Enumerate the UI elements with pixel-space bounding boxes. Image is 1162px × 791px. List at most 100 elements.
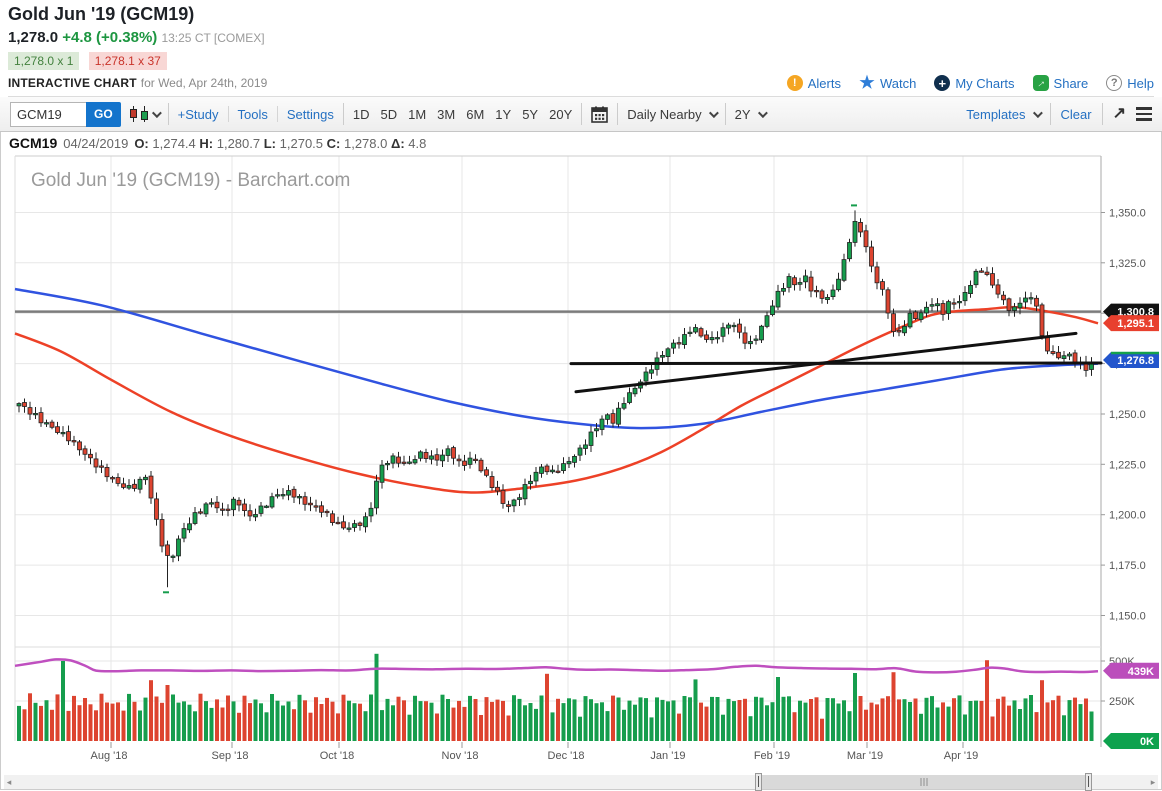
tools-link[interactable]: Tools xyxy=(237,106,268,122)
symbol-title: Gold Jun '19 (GCM19) xyxy=(8,4,195,24)
range-dropdown[interactable]: 2Y xyxy=(734,106,768,122)
chevron-down-icon xyxy=(1032,107,1043,118)
popout-icon[interactable]: ↗ xyxy=(1112,105,1126,122)
signal-marker xyxy=(851,204,857,207)
ohlc-values: O: 1,274.4 H: 1,280.7 L: 1,270.5 C: 1,27… xyxy=(134,135,427,151)
svg-text:1,250.0: 1,250.0 xyxy=(1109,409,1146,421)
period-20y[interactable]: 20Y xyxy=(549,106,573,122)
ohlc-date: 04/24/2019 xyxy=(63,135,129,151)
time-axis-labels: Aug '18 Sep '18 Oct '18 Nov '18 Dec '18 Jan '… xyxy=(91,742,979,762)
scroll-handle-left[interactable] xyxy=(755,773,762,791)
svg-text:439K: 439K xyxy=(1128,666,1154,678)
study-link[interactable]: +Study xyxy=(177,106,219,122)
plus-circle-icon: + xyxy=(934,75,951,91)
page-header: Gold Jun '19 (GCM19) 1,278.0 +4.8 (+0.38… xyxy=(0,0,1162,97)
svg-text:1,276.8: 1,276.8 xyxy=(1117,355,1154,367)
chevron-down-icon xyxy=(757,107,768,118)
header-links: ! Alerts ★ Watch + My Charts → Share ? Help xyxy=(786,73,1154,92)
chart-scrollbar: ◂ ▸ xyxy=(1,772,1161,791)
svg-text:Jan '19: Jan '19 xyxy=(650,750,685,762)
help-link[interactable]: ? Help xyxy=(1106,75,1154,91)
ohlc-bar: GCM19 04/24/2019 O: 1,274.4 H: 1,280.7 L… xyxy=(1,132,1161,154)
alert-icon: ! xyxy=(786,75,803,91)
volume-bars xyxy=(17,653,1094,741)
scroll-right-arrow[interactable]: ▸ xyxy=(1150,776,1156,787)
last-price: 1,278.0 xyxy=(8,29,59,46)
scroll-grip xyxy=(920,778,927,786)
svg-text:1,325.0: 1,325.0 xyxy=(1109,258,1146,270)
ma-red-line xyxy=(14,305,1099,494)
candlesticks xyxy=(16,210,1094,588)
header-divider xyxy=(8,96,1154,97)
chart-panel: GCM19 04/24/2019 O: 1,274.4 H: 1,280.7 L… xyxy=(0,132,1162,791)
page-date: for Wed, Apr 24th, 2019 xyxy=(140,76,268,90)
svg-text:250K: 250K xyxy=(1109,696,1135,708)
range-value: 2Y xyxy=(734,106,751,122)
calendar-icon[interactable] xyxy=(591,106,609,123)
svg-text:Nov '18: Nov '18 xyxy=(442,750,479,762)
star-icon: ★ xyxy=(859,73,875,92)
watch-link[interactable]: ★ Watch xyxy=(859,73,917,92)
clear-button[interactable]: Clear xyxy=(1060,106,1092,122)
period-1y[interactable]: 1Y xyxy=(495,106,512,122)
chart-toolbar: GO +Study Tools Settings 1D 5D 1M 3M 6M 1Y 5Y 2… xyxy=(0,97,1162,132)
svg-text:Feb '19: Feb '19 xyxy=(754,750,790,762)
svg-text:Oct '18: Oct '18 xyxy=(320,750,355,762)
svg-text:Dec '18: Dec '18 xyxy=(548,750,585,762)
share-icon: → xyxy=(1032,74,1049,92)
templates-dropdown[interactable]: Templates xyxy=(966,106,1043,122)
chart-watermark: Gold Jun '19 (GCM19) - Barchart.com xyxy=(31,170,350,191)
chevron-down-icon xyxy=(708,107,719,118)
svg-text:1,225.0: 1,225.0 xyxy=(1109,459,1146,471)
page-type-label: INTERACTIVE CHART xyxy=(8,76,137,90)
svg-text:1,150.0: 1,150.0 xyxy=(1109,611,1146,623)
period-1d[interactable]: 1D xyxy=(352,106,370,122)
share-link[interactable]: → Share xyxy=(1032,74,1089,92)
svg-text:1,295.1: 1,295.1 xyxy=(1117,318,1154,330)
period-5d[interactable]: 5D xyxy=(380,106,398,122)
period-1m[interactable]: 1M xyxy=(408,106,427,122)
scroll-left-arrow[interactable]: ◂ xyxy=(6,776,12,787)
svg-text:Mar '19: Mar '19 xyxy=(847,750,883,762)
svg-text:1,200.0: 1,200.0 xyxy=(1109,510,1146,522)
period-5y[interactable]: 5Y xyxy=(522,106,539,122)
trendline[interactable] xyxy=(569,361,1103,366)
svg-text:1,350.0: 1,350.0 xyxy=(1109,208,1146,220)
ohlc-symbol: GCM19 xyxy=(9,135,58,151)
chart-type-button[interactable] xyxy=(129,106,162,122)
quote-line: 1,278.0 +4.8 (+0.38%) 13:25 CT [COMEX] xyxy=(8,28,1154,48)
signal-marker xyxy=(163,591,169,594)
price-change: +4.8 (+0.38%) xyxy=(62,29,158,46)
scrollbar-thumb[interactable] xyxy=(755,773,1092,791)
frequency-value: Daily Nearby xyxy=(627,106,702,122)
grid-lines xyxy=(14,155,1102,747)
price-chart[interactable]: Gold Jun '19 (GCM19) - Barchart.com 1,350… xyxy=(1,154,1161,766)
open-interest-line xyxy=(14,658,1099,674)
quote-time: 13:25 CT [COMEX] xyxy=(161,31,265,45)
bid-badge: 1,278.0 x 1 xyxy=(8,52,80,70)
ask-badge: 1,278.1 x 37 xyxy=(88,52,167,70)
go-button[interactable]: GO xyxy=(86,101,121,127)
period-buttons: 1D 5D 1M 3M 6M 1Y 5Y 20Y xyxy=(353,107,572,122)
settings-link[interactable]: Settings xyxy=(286,106,334,122)
period-3m[interactable]: 3M xyxy=(437,106,456,122)
svg-text:1,175.0: 1,175.0 xyxy=(1109,560,1146,572)
candlestick-icon xyxy=(129,106,137,122)
bid-ask-row: 1,278.0 x 1 1,278.1 x 37 xyxy=(8,52,1154,70)
scroll-handle-right[interactable] xyxy=(1085,773,1092,791)
period-6m[interactable]: 6M xyxy=(466,106,485,122)
my-charts-link[interactable]: + My Charts xyxy=(934,75,1015,91)
symbol-input[interactable] xyxy=(10,101,86,127)
hamburger-menu-icon[interactable] xyxy=(1136,107,1152,121)
frequency-dropdown[interactable]: Daily Nearby xyxy=(627,106,719,122)
svg-text:0K: 0K xyxy=(1140,736,1154,748)
question-icon: ? xyxy=(1106,75,1123,91)
candlestick-icon xyxy=(140,106,148,122)
svg-text:Aug '18: Aug '18 xyxy=(91,750,128,762)
chevron-down-icon xyxy=(151,107,162,118)
svg-text:Sep '18: Sep '18 xyxy=(212,750,249,762)
templates-label: Templates xyxy=(966,106,1026,122)
svg-text:Apr '19: Apr '19 xyxy=(944,750,979,762)
alerts-link[interactable]: ! Alerts xyxy=(786,75,841,91)
